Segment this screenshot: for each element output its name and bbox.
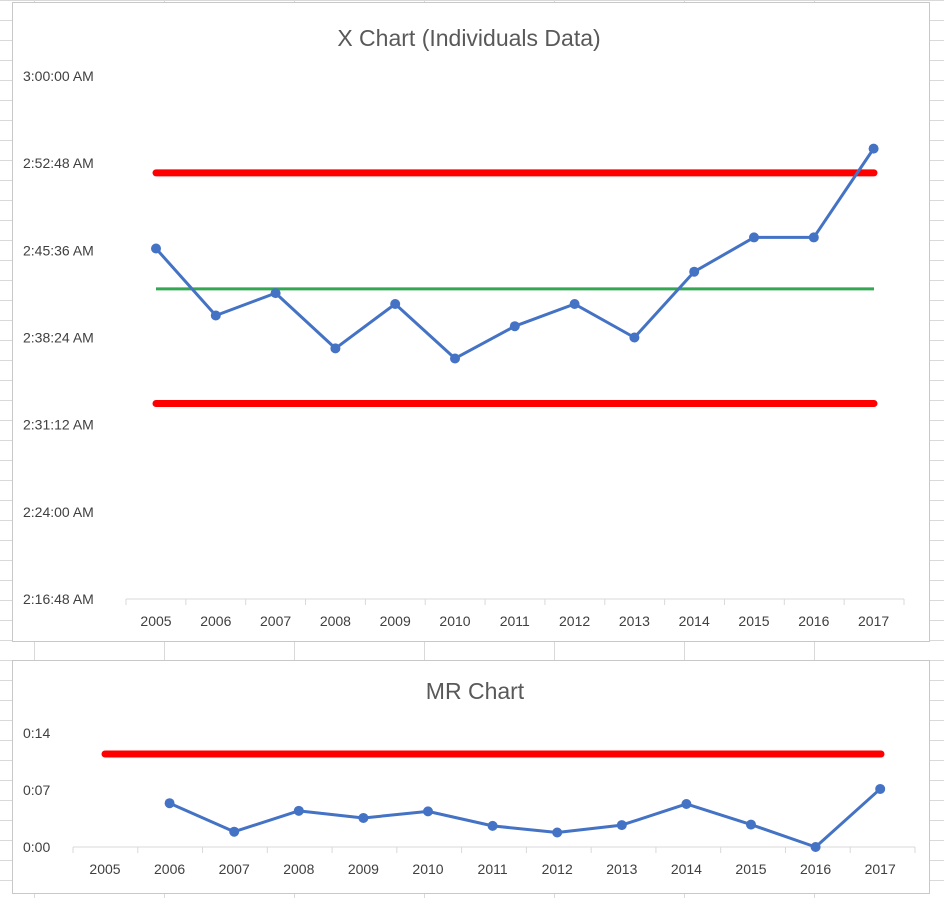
mr-x-tick-label: 2007	[219, 861, 250, 877]
x-chart-title: X Chart (Individuals Data)	[337, 25, 600, 51]
x-data-point	[868, 143, 879, 154]
mr-data-point	[552, 827, 563, 838]
x-x-tick-label: 2008	[320, 613, 351, 629]
x-x-tick-label: 2015	[738, 613, 769, 629]
mr-data-point	[423, 806, 433, 817]
mr-x-tick-label: 2008	[283, 861, 314, 877]
x-y-tick-label: 2:16:48 AM	[23, 591, 94, 607]
mr-x-tick-label: 2005	[89, 861, 120, 877]
mr-x-tick-label: 2009	[348, 861, 379, 877]
x-y-tick-label: 2:24:00 AM	[23, 504, 94, 520]
mr-data-point	[746, 819, 756, 830]
mr-y-tick-label: 0:14	[23, 725, 50, 741]
mr-x-tick-label: 2011	[478, 861, 508, 877]
mr-series-line	[168, 787, 882, 849]
mr-data-point	[358, 812, 369, 823]
mr-x-tick-label: 2016	[800, 861, 831, 877]
x-x-tick-label: 2011	[500, 613, 530, 629]
mr-data-point	[164, 798, 175, 809]
mr-chart-title: MR Chart	[426, 678, 525, 704]
mr-data-point	[229, 826, 240, 837]
x-data-point	[509, 321, 520, 332]
x-data-point	[749, 232, 759, 243]
mr-data-point	[681, 798, 692, 809]
mr-chart-svg: MR Chart 0:00 0:07 0:14 2005 2006 2007 2008 20…	[23, 678, 916, 877]
x-y-tick-label: 2:45:36 AM	[23, 242, 94, 258]
x-data-point	[629, 332, 640, 343]
x-x-tick-label: 2016	[798, 613, 829, 629]
x-data-point	[569, 299, 580, 310]
x-data-point	[808, 232, 819, 243]
x-x-tick-label: 2013	[619, 613, 650, 629]
x-x-tick-label: 2014	[679, 613, 710, 629]
x-x-tick-label: 2005	[140, 613, 171, 629]
x-data-point	[330, 343, 341, 354]
x-x-tick-label: 2006	[200, 613, 231, 629]
x-y-tick-label: 2:52:48 AM	[23, 155, 94, 171]
x-data-point	[210, 310, 221, 321]
x-chart-panel[interactable]: X Chart (Individuals Data) 2:16:48 AM 2:2…	[12, 2, 930, 642]
x-chart-svg: X Chart (Individuals Data) 2:16:48 AM 2:2…	[23, 25, 905, 629]
mr-y-tick-label: 0:07	[23, 782, 50, 798]
x-data-point	[270, 288, 281, 299]
x-x-tick-label: 2017	[858, 613, 889, 629]
x-data-point	[390, 299, 401, 310]
mr-x-tick-label: 2014	[671, 861, 702, 877]
mr-x-tick-label: 2013	[606, 861, 637, 877]
mr-data-point	[810, 842, 821, 852]
x-y-tick-label: 2:31:12 AM	[23, 417, 94, 433]
x-x-tick-label: 2010	[439, 613, 470, 629]
mr-data-point	[293, 805, 304, 816]
mr-x-tick-label: 2012	[542, 861, 573, 877]
x-y-tick-label: 2:38:24 AM	[23, 330, 94, 346]
x-x-tick-label: 2007	[260, 613, 291, 629]
mr-data-point	[875, 783, 886, 794]
mr-data-point	[487, 820, 498, 831]
mr-x-tick-label: 2006	[154, 861, 185, 877]
x-data-point	[689, 266, 700, 277]
mr-x-tick-label: 2015	[735, 861, 766, 877]
mr-data-point	[616, 820, 627, 831]
mr-x-tick-label: 2017	[865, 861, 896, 877]
x-x-tick-label: 2012	[559, 613, 590, 629]
mr-x-tick-label: 2010	[412, 861, 443, 877]
x-y-tick-label: 3:00:00 AM	[23, 68, 94, 84]
x-data-point	[151, 243, 161, 254]
x-x-tick-label: 2009	[380, 613, 411, 629]
mr-chart-panel[interactable]: MR Chart 0:00 0:07 0:14 2005 2006 2007 2008 20…	[12, 660, 930, 894]
mr-y-tick-label: 0:00	[23, 839, 50, 855]
x-data-point	[450, 353, 460, 364]
